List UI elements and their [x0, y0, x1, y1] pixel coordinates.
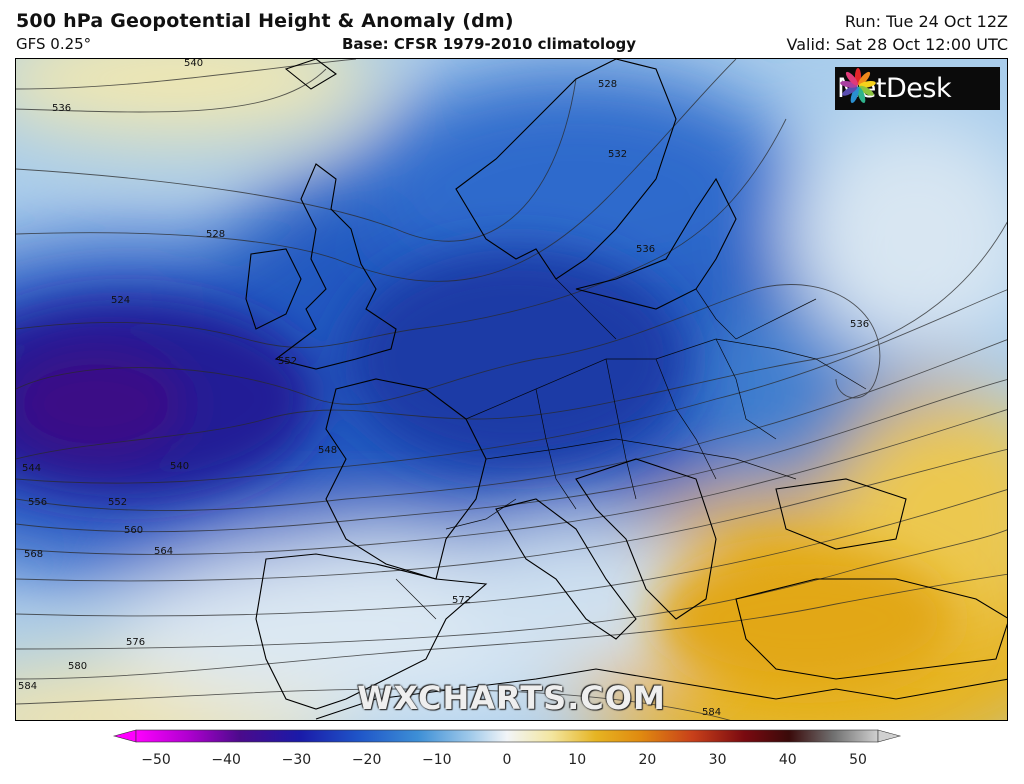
model-label: GFS 0.25° — [16, 35, 92, 53]
colorbar-tick-label: 0 — [503, 752, 512, 768]
country-borders — [395, 278, 867, 620]
border-line — [555, 278, 617, 340]
coastlines — [245, 59, 1007, 720]
anomaly-map: 540 536 528 528 532 536 536 524 552 548 … — [15, 58, 1008, 721]
contour-label: 540 — [184, 59, 203, 69]
border-line — [445, 498, 517, 530]
contour-label: 536 — [636, 244, 655, 255]
colorbar-tick-label: −20 — [352, 752, 382, 768]
coastline-scandinavia — [455, 59, 677, 280]
contour-label: 524 — [111, 295, 130, 306]
border-line — [695, 288, 817, 340]
contour-line — [16, 449, 1007, 582]
border-line — [715, 338, 777, 440]
contour-line — [16, 59, 357, 90]
contour-label: 572 — [452, 595, 471, 606]
contour-line — [16, 489, 1007, 617]
contour-label: 548 — [318, 445, 337, 456]
contour-line — [16, 68, 327, 113]
colorbar-tick-label: −10 — [422, 752, 452, 768]
contour-line — [16, 118, 787, 348]
contour-line — [16, 529, 1007, 650]
contour-label: 560 — [124, 525, 143, 536]
colorbar-tick-label: −40 — [211, 752, 241, 768]
contour-label: 532 — [608, 149, 627, 160]
border-line — [465, 338, 867, 420]
coastline-baltic — [575, 177, 737, 310]
contour-line — [16, 379, 1007, 533]
coastline-italy — [495, 498, 637, 640]
colorbar-tick-label: −50 — [141, 752, 171, 768]
contour-label: 552 — [108, 497, 127, 508]
coastline-ireland — [245, 248, 302, 330]
map-canvas: 540 536 528 528 532 536 536 524 552 548 … — [16, 59, 1007, 720]
border-line — [655, 358, 717, 480]
contour-label: 552 — [278, 356, 297, 367]
height-contours — [16, 59, 1007, 720]
contour-label: 584 — [702, 707, 721, 718]
colorbar-tick-label: −30 — [282, 752, 312, 768]
contour-label: 540 — [170, 461, 189, 472]
contour-label: 580 — [68, 661, 87, 672]
colorbar-tick-label: 30 — [709, 752, 727, 768]
contour-line — [16, 221, 1007, 460]
contour-line — [16, 289, 1007, 484]
coastline-britain — [274, 163, 397, 370]
contour-line — [16, 78, 577, 242]
coastline-turkey — [735, 578, 1007, 680]
wxcharts-watermark: WXCHARTS.COM — [357, 679, 666, 717]
colorbar-tick-label: 20 — [638, 752, 656, 768]
colorbar-low-arrow — [112, 729, 137, 743]
contour-line — [16, 284, 881, 405]
contour-line — [16, 688, 731, 720]
colorbar-tick-label: 10 — [568, 752, 586, 768]
metdesk-logo: MetDesk — [835, 67, 1000, 110]
colorbar-ticks: −50 −40 −30 −20 −10 0 10 20 30 40 50 — [141, 752, 867, 768]
contour-label: 536 — [52, 103, 71, 114]
contour-label: 528 — [598, 79, 617, 90]
colorbar-gradient — [135, 729, 879, 743]
contour-label: 584 — [18, 681, 37, 692]
border-line — [605, 358, 637, 500]
coastline-balkans — [575, 458, 717, 620]
contour-line — [16, 59, 737, 282]
border-line — [485, 438, 797, 480]
coastline-blacksea — [775, 478, 907, 550]
contour-line — [16, 573, 1007, 680]
coastline-france — [325, 378, 487, 580]
colorbar-tick-label: 50 — [849, 752, 867, 768]
border-line — [395, 578, 437, 620]
coastline-iceland — [284, 59, 337, 90]
contour-label: 536 — [850, 319, 869, 330]
coastline-iberia — [255, 553, 488, 710]
contour-label: 556 — [28, 497, 47, 508]
contour-labels: 540 536 528 528 532 536 536 524 552 548 … — [18, 59, 869, 718]
contour-label: 564 — [154, 546, 173, 557]
contour-label: 576 — [126, 637, 145, 648]
contour-line — [16, 409, 1007, 555]
contour-label: 568 — [24, 549, 43, 560]
border-line — [535, 388, 577, 510]
colorbar: −50 −40 −30 −20 −10 0 10 20 30 40 50 — [112, 729, 902, 768]
anomaly-core — [16, 249, 956, 689]
contour-label: 528 — [206, 229, 225, 240]
contour-label: 544 — [22, 463, 41, 474]
colorbar-tick-label: 40 — [779, 752, 797, 768]
run-time-label: Run: Tue 24 Oct 12Z — [844, 12, 1008, 31]
metdesk-flower-icon — [840, 67, 876, 104]
contour-line — [16, 339, 1007, 511]
base-climatology-label: Base: CFSR 1979-2010 climatology — [342, 35, 637, 53]
coastline-north-africa — [315, 668, 1007, 720]
valid-time-label: Valid: Sat 28 Oct 12:00 UTC — [786, 35, 1008, 54]
chart-title: 500 hPa Geopotential Height & Anomaly (d… — [16, 10, 514, 32]
colorbar-high-arrow — [877, 729, 902, 743]
